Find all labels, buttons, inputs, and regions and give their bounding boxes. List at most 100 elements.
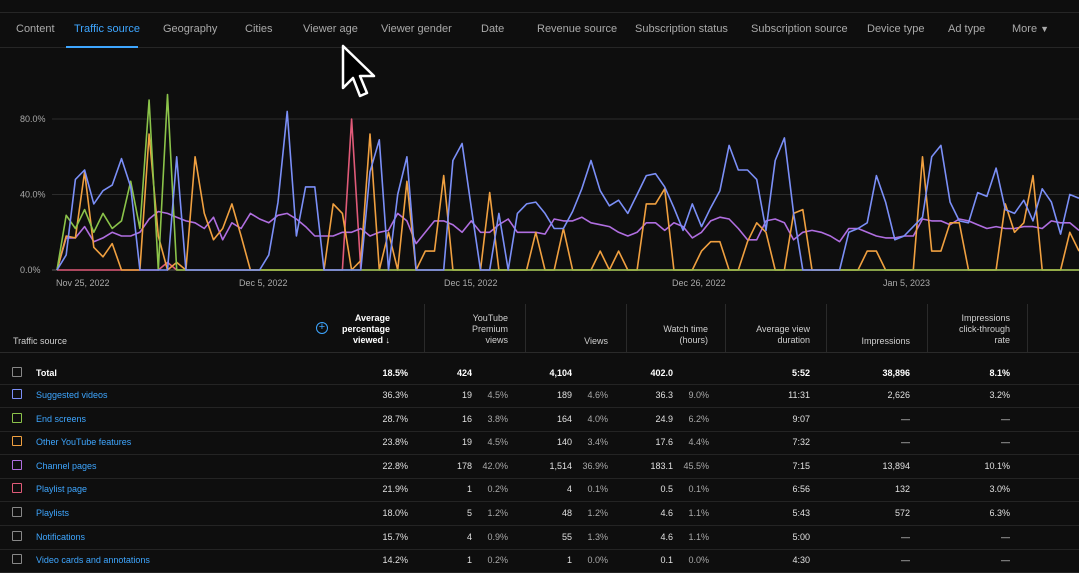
cell-avg-pct: 21.9% xyxy=(382,484,408,495)
header-impressions[interactable]: Impressions xyxy=(861,336,910,346)
cell-avd: 5:52 xyxy=(791,368,810,378)
table-row-total: Total 18.5% 424 4,104 402.0 5:52 38,896 8.1% xyxy=(0,353,1079,385)
cell-watch-pct: 45.5% xyxy=(683,460,709,471)
tab-traffic-source[interactable]: Traffic source xyxy=(66,23,148,35)
row-checkbox[interactable] xyxy=(12,436,22,447)
cell-avg-pct: 36.3% xyxy=(382,390,408,400)
tab-revenue-source[interactable]: Revenue source xyxy=(529,23,625,35)
cell-impr: — xyxy=(901,437,910,448)
column-divider xyxy=(525,304,526,352)
table-row: Channel pages 22.8% 178 42.0% 1,514 36.9% 183.… xyxy=(0,455,1079,479)
active-tab-indicator xyxy=(66,46,138,48)
cell-impr: — xyxy=(901,531,910,542)
cell-premium: 5 xyxy=(466,508,472,518)
row-checkbox[interactable] xyxy=(12,389,22,399)
tab-label: Viewer gender xyxy=(381,23,452,35)
cell-premium-pct: 3.8% xyxy=(487,413,508,424)
tab-label: Subscription source xyxy=(751,23,848,35)
cell-watch: 4.6 xyxy=(660,508,673,518)
y-tick-label: 80.0% xyxy=(20,114,46,124)
traffic-source-name[interactable]: Channel pages xyxy=(36,460,97,471)
cell-ctr: 8.1% xyxy=(989,368,1010,378)
tab-label: Device type xyxy=(867,23,925,35)
traffic-source-name[interactable]: Playlists xyxy=(36,508,70,518)
cell-watch-pct: 1.1% xyxy=(688,508,709,518)
sort-down-arrow-icon: ↓ xyxy=(385,335,391,345)
series-line-suggested-videos xyxy=(56,110,1079,271)
cell-views-pct: 1.3% xyxy=(587,531,608,542)
table-row: Playlists 18.0% 5 1.2% 48 1.2% 4.6 1.1% 5:43 572 6… xyxy=(0,502,1079,526)
header-avg-pct-viewed[interactable]: Average percentage viewed ↓ xyxy=(341,313,391,345)
cell-premium: 424 xyxy=(456,368,472,378)
tab-subscription-source[interactable]: Subscription source xyxy=(743,23,856,35)
traffic-source-name[interactable]: Video cards and annotations xyxy=(36,555,150,566)
cell-avd: 5:00 xyxy=(792,531,810,542)
cell-impr: — xyxy=(901,413,910,424)
header-watch-time[interactable]: Watch time (hours) xyxy=(663,324,708,345)
tab-label: Date xyxy=(481,23,505,35)
tab-viewer-age[interactable]: Viewer age xyxy=(295,23,366,35)
cell-avg-pct: 22.8% xyxy=(382,460,408,471)
header-avg-view-duration[interactable]: Average view duration xyxy=(756,324,810,345)
tab-subscription-status[interactable]: Subscription status xyxy=(627,23,736,35)
cell-watch: 17.6 xyxy=(655,437,673,448)
tab-geography[interactable]: Geography xyxy=(155,23,225,35)
traffic-source-name[interactable]: Other YouTube features xyxy=(36,437,132,448)
cell-avd: 7:15 xyxy=(792,460,810,471)
tab-label: Geography xyxy=(163,23,218,35)
row-checkbox[interactable] xyxy=(12,507,22,517)
cell-ctr: — xyxy=(1001,531,1010,542)
cell-avd: 11:31 xyxy=(788,390,810,400)
traffic-source-name[interactable]: Notifications xyxy=(36,531,86,542)
traffic-source-name[interactable]: End screens xyxy=(36,413,87,424)
cell-views-pct: 1.2% xyxy=(587,508,608,518)
cell-impr: 572 xyxy=(894,508,910,518)
tab-cities[interactable]: Cities xyxy=(237,23,281,35)
column-divider xyxy=(927,304,928,352)
cell-watch-pct: 1.1% xyxy=(688,531,709,542)
x-tick-label: Dec 15, 2022 xyxy=(444,278,498,288)
row-checkbox[interactable] xyxy=(12,530,22,541)
tab-label: Ad type xyxy=(948,23,986,35)
tab-more[interactable]: More ▼ xyxy=(1004,23,1057,35)
header-views[interactable]: Views xyxy=(584,336,608,346)
tab-content[interactable]: Content xyxy=(8,23,63,35)
tab-date[interactable]: Date xyxy=(473,23,512,35)
traffic-source-name[interactable]: Playlist page xyxy=(36,484,88,495)
tab-ad-type[interactable]: Ad type xyxy=(940,23,993,35)
cell-premium-pct: 0.9% xyxy=(487,531,508,542)
cell-impr: — xyxy=(901,555,910,566)
tab-viewer-gender[interactable]: Viewer gender xyxy=(373,23,460,35)
series-line-other-youtube-features xyxy=(56,133,1079,271)
cell-premium: 4 xyxy=(466,531,472,542)
cell-views: 189 xyxy=(556,390,572,400)
cell-premium-pct: 0.2% xyxy=(487,555,508,566)
cell-premium: 1 xyxy=(466,484,472,495)
cell-views-pct: 36.9% xyxy=(582,460,608,471)
tab-bar: Content Traffic source Geography Cities View… xyxy=(0,12,1079,48)
column-divider xyxy=(1027,304,1028,352)
row-checkbox[interactable] xyxy=(12,412,22,423)
column-divider xyxy=(424,304,425,352)
row-checkbox[interactable] xyxy=(12,554,22,565)
row-checkbox[interactable] xyxy=(12,483,22,494)
add-metric-icon[interactable]: + xyxy=(316,322,328,334)
tab-label: Revenue source xyxy=(537,23,618,35)
cell-watch: 4.6 xyxy=(660,531,673,542)
row-checkbox[interactable] xyxy=(12,459,22,470)
cell-premium-pct: 1.2% xyxy=(487,508,508,518)
cell-avd: 5:43 xyxy=(792,508,810,518)
tab-label: More xyxy=(1012,23,1038,35)
row-checkbox[interactable] xyxy=(12,367,22,377)
cell-views-pct: 4.6% xyxy=(587,390,608,400)
traffic-source-name[interactable]: Suggested videos xyxy=(36,390,108,400)
cell-watch: 402.0 xyxy=(650,368,673,378)
cell-impr: 2,626 xyxy=(887,390,910,400)
cell-ctr: 3.2% xyxy=(989,390,1010,400)
tab-device-type[interactable]: Device type xyxy=(859,23,932,35)
header-premium-views[interactable]: YouTube Premium views xyxy=(471,313,508,345)
cell-views: 1,514 xyxy=(549,460,572,471)
cell-views: 140 xyxy=(556,437,572,448)
cell-ctr: 10.1% xyxy=(984,460,1010,471)
header-ctr[interactable]: Impressions click-through rate xyxy=(958,313,1010,345)
